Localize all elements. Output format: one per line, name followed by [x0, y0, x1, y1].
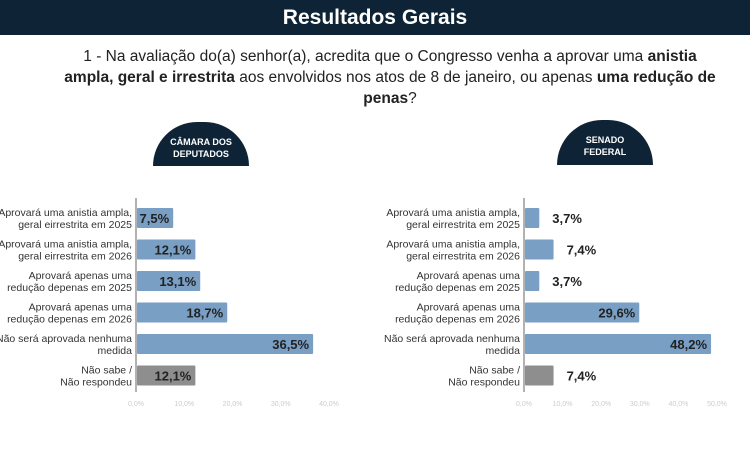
bar-value-label: 48,2%	[670, 337, 707, 352]
category-label: Não será aprovada nenhuma	[384, 333, 520, 345]
x-tick-label: 0,0%	[128, 401, 144, 408]
bar-value-label: 3,7%	[552, 211, 582, 226]
bar-value-label: 18,7%	[186, 306, 223, 321]
bar-value-label: 12,1%	[155, 243, 192, 258]
category-label: geral eirrestrita em 2025	[406, 219, 520, 231]
x-tick-label: 20,0%	[591, 401, 611, 408]
bar-value-label: 12,1%	[155, 369, 192, 384]
category-label: geral eirrestrita em 2025	[18, 219, 132, 231]
bar	[525, 302, 640, 323]
category-label: Não respondeu	[60, 377, 132, 389]
x-tick-label: 30,0%	[271, 401, 291, 408]
bar-value-label: 13,1%	[159, 274, 196, 289]
bar-value-label: 29,6%	[598, 306, 635, 321]
bar	[137, 208, 174, 228]
category-label: medida	[98, 345, 133, 357]
header-title: Resultados Gerais	[0, 0, 750, 35]
bar	[137, 365, 196, 386]
x-tick-label: 40,0%	[668, 401, 688, 408]
category-label: Aprovará uma anistia ampla,	[0, 207, 132, 219]
bar-value-label: 36,5%	[272, 337, 309, 352]
category-label: redução depenas em 2025	[7, 282, 132, 294]
bar	[137, 302, 228, 323]
bar-value-label: 7,4%	[567, 369, 597, 384]
category-label: geral eirrestrita em 2026	[18, 251, 132, 263]
category-label: Aprovará apenas uma	[29, 302, 132, 314]
category-label: Não sabe /	[81, 365, 132, 377]
category-label: Aprovará uma anistia ampla,	[386, 207, 520, 219]
bar-value-label: 7,4%	[567, 243, 597, 258]
x-tick-label: 10,0%	[174, 401, 194, 408]
bar	[525, 239, 554, 260]
category-label: medida	[486, 345, 521, 357]
category-label: Aprovará apenas uma	[417, 302, 520, 314]
category-label: redução depenas em 2025	[395, 282, 520, 294]
category-label: Não será aprovada nenhuma	[0, 333, 132, 345]
bar-value-label: 7,5%	[140, 211, 170, 226]
x-tick-label: 40,0%	[319, 401, 339, 408]
question-text: 1 - Na avaliação do(a) senhor(a), acredi…	[64, 48, 716, 107]
category-label: redução depenas em 2026	[395, 314, 520, 326]
bar-value-label: 3,7%	[552, 274, 582, 289]
category-label: Não sabe /	[469, 365, 520, 377]
category-label: Não respondeu	[448, 377, 520, 389]
bar	[137, 239, 196, 260]
x-tick-label: 30,0%	[630, 401, 650, 408]
x-tick-label: 50,0%	[707, 401, 727, 408]
x-tick-label: 20,0%	[223, 401, 243, 408]
category-label: Aprovará uma anistia ampla,	[0, 239, 132, 251]
category-label: geral eirrestrita em 2026	[406, 251, 520, 263]
bar	[137, 334, 314, 354]
x-tick-label: 10,0%	[553, 401, 573, 408]
bar	[137, 271, 201, 291]
bar	[525, 208, 540, 228]
category-label: Aprovará uma anistia ampla,	[386, 239, 520, 251]
category-label: Aprovará apenas uma	[417, 270, 520, 282]
x-tick-label: 0,0%	[516, 401, 532, 408]
bar	[525, 365, 554, 386]
category-label: Aprovará apenas uma	[29, 270, 132, 282]
category-label: redução depenas em 2026	[7, 314, 132, 326]
bar	[525, 334, 712, 354]
bar	[525, 271, 540, 291]
